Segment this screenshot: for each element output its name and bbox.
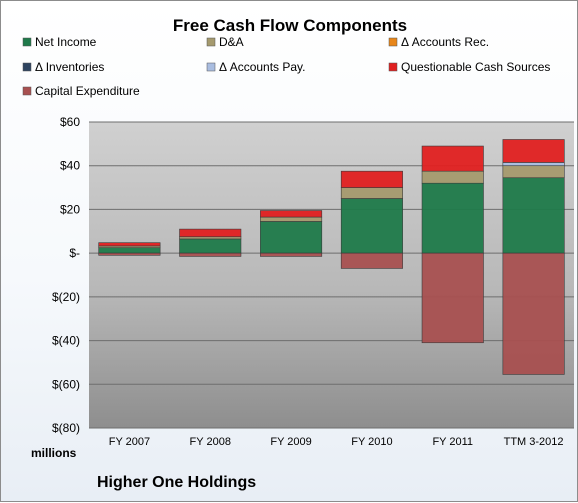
footer-company-name: Higher One Holdings [97, 474, 256, 491]
unit-label: millions [31, 446, 77, 460]
legend-label-accounts-pay: Δ Accounts Pay. [219, 60, 306, 74]
x-tick-label: FY 2010 [351, 436, 392, 448]
gridlines [89, 121, 574, 429]
legend-label-net-income: Net Income [35, 35, 97, 49]
y-tick-label: $(80) [52, 421, 80, 435]
bar-net-income-ttm-3-2012 [502, 177, 565, 254]
legend: Net Income D&A Δ Accounts Rec. Δ Inventorie… [22, 35, 550, 98]
bar-questionable-cash-sources-fy-2007 [98, 242, 161, 247]
legend-swatch-questionable-cash-sources [388, 62, 398, 72]
y-tick-label: $(20) [52, 290, 80, 304]
bars [98, 139, 565, 375]
bar-capital-expenditure-fy-2010 [340, 252, 403, 269]
bar-capital-expenditure-ttm-3-2012 [502, 252, 565, 375]
y-tick-label: $40 [60, 159, 80, 173]
bar-d-a-fy-2009 [260, 216, 323, 222]
legend-label-d-a: D&A [219, 35, 244, 49]
x-tick-label: TTM 3-2012 [504, 436, 564, 448]
bar-questionable-cash-sources-fy-2008 [179, 228, 242, 238]
x-tick-label: FY 2009 [270, 436, 311, 448]
bar-questionable-cash-sources-fy-2011 [421, 145, 484, 172]
legend-swatch-d-a [206, 37, 216, 47]
legend-swatch-net-income [22, 37, 32, 47]
bar-d-a-fy-2008 [179, 236, 242, 240]
bar-capital-expenditure-fy-2008 [179, 252, 242, 257]
bar-net-income-fy-2008 [179, 238, 242, 254]
y-tick-label: $- [69, 246, 80, 260]
bar-questionable-cash-sources-fy-2009 [260, 210, 323, 218]
legend-label-capital-expenditure: Capital Expenditure [35, 84, 140, 98]
bar-d-a-ttm-3-2012 [502, 165, 565, 179]
legend-label-questionable-cash-sources: Questionable Cash Sources [401, 60, 550, 74]
y-tick-label: $60 [60, 115, 80, 129]
bar-net-income-fy-2007 [98, 247, 161, 254]
bar-accounts-pay-ttm-3-2012 [502, 162, 565, 167]
x-tick-label: FY 2008 [190, 436, 231, 448]
legend-label-accounts-rec: Δ Accounts Rec. [401, 35, 489, 49]
legend-swatch-accounts-pay [206, 62, 216, 72]
y-axis-ticks: $60 $40 $20 $- $(20) $(40) $(60) $(80) [52, 115, 80, 435]
legend-swatch-capital-expenditure [22, 86, 32, 96]
x-tick-label: FY 2011 [432, 436, 473, 448]
x-tick-label: FY 2007 [109, 436, 150, 448]
bar-net-income-fy-2009 [260, 221, 323, 254]
plot-area [89, 122, 574, 428]
y-tick-label: $20 [60, 202, 80, 216]
bar-questionable-cash-sources-fy-2010 [340, 170, 403, 188]
x-axis-ticks: FY 2007 FY 2008 FY 2009 FY 2010 FY 2011 TTM 3… [109, 436, 564, 448]
bar-capital-expenditure-fy-2007 [98, 252, 161, 256]
bar-d-a-fy-2011 [421, 170, 484, 184]
bar-d-a-fy-2010 [340, 187, 403, 199]
bar-questionable-cash-sources-ttm-3-2012 [502, 139, 565, 163]
bar-capital-expenditure-fy-2009 [260, 252, 323, 257]
y-tick-label: $(40) [52, 334, 80, 348]
bar-net-income-fy-2011 [421, 182, 484, 254]
chart-title: Free Cash Flow Components [173, 16, 407, 35]
bar-net-income-fy-2010 [340, 198, 403, 254]
legend-swatch-accounts-rec [388, 37, 398, 47]
y-tick-label: $(60) [52, 377, 80, 391]
bar-capital-expenditure-fy-2011 [421, 252, 484, 344]
legend-swatch-inventories [22, 62, 32, 72]
legend-label-inventories: Δ Inventories [35, 60, 104, 74]
